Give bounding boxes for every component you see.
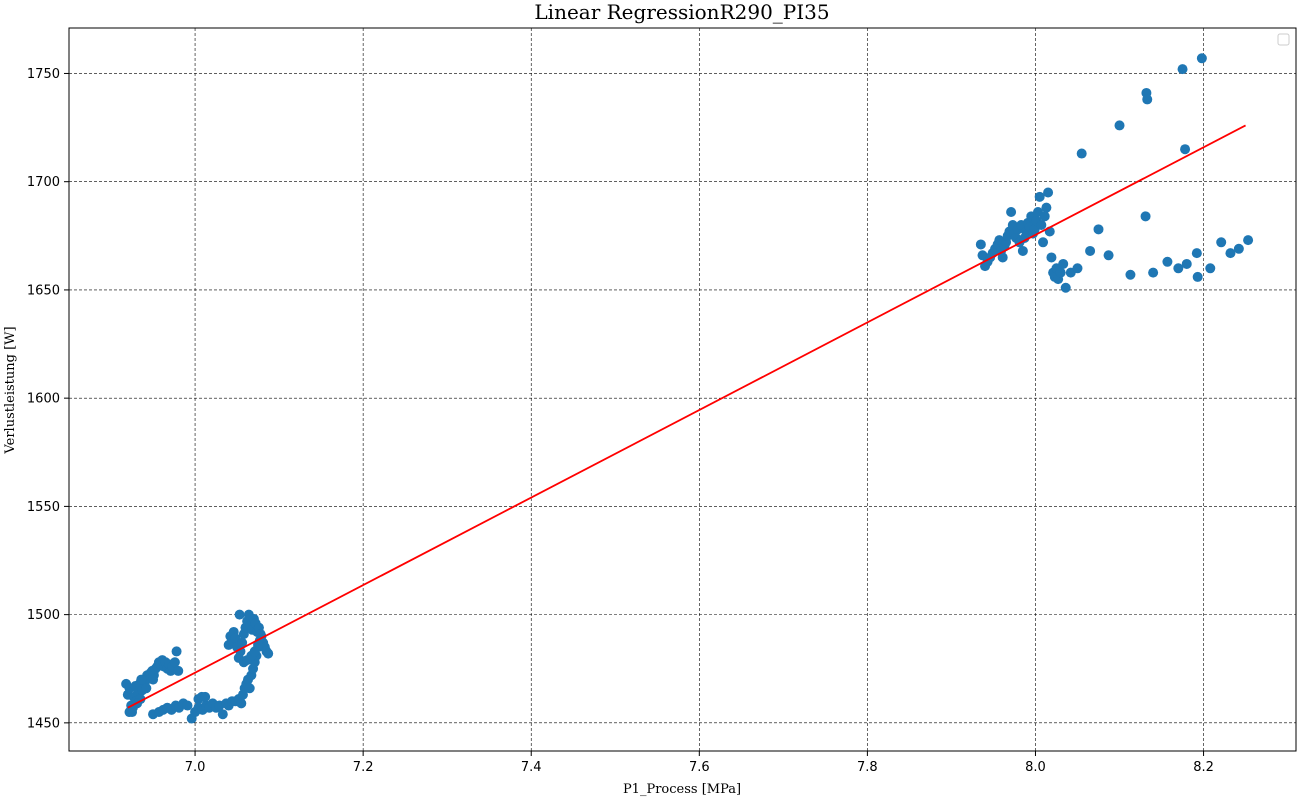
y-tick-label: 1550	[27, 500, 60, 515]
data-point	[217, 709, 228, 720]
y-tick-label: 1450	[27, 716, 60, 731]
data-point	[1036, 219, 1047, 230]
y-tick-label: 1700	[27, 175, 60, 190]
data-point	[1058, 258, 1069, 269]
data-point	[1140, 211, 1151, 222]
data-point	[136, 674, 147, 685]
data-point	[1072, 263, 1083, 274]
y-tick-label: 1500	[27, 608, 60, 623]
data-point	[1114, 120, 1125, 131]
y-axis-ticks: 1450 1500 1550 1600 1650 1700 1750	[27, 67, 69, 731]
x-tick-label: 7.8	[857, 760, 878, 775]
data-point	[1085, 245, 1096, 256]
plot-frame	[68, 27, 1297, 752]
data-point	[1243, 235, 1254, 246]
data-point	[1173, 263, 1184, 274]
data-point	[1055, 267, 1066, 278]
x-tick-label: 7.6	[689, 760, 710, 775]
chart-title: Linear RegressionR290_PI35	[534, 0, 829, 24]
data-point	[200, 691, 211, 702]
data-point	[1043, 187, 1054, 198]
x-axis-ticks: 7.0 7.2 7.4 7.6 7.8 8.0 8.2	[185, 751, 1214, 775]
data-point	[1125, 269, 1136, 280]
y-tick-label: 1750	[27, 67, 60, 82]
data-point	[1038, 237, 1049, 248]
regression-line	[127, 124, 1246, 709]
data-point	[1148, 267, 1159, 278]
x-axis-label: P1_Process [MPa]	[623, 782, 741, 797]
data-point	[237, 637, 248, 648]
data-point	[141, 683, 152, 694]
data-point	[1006, 206, 1017, 217]
data-point	[1017, 245, 1028, 256]
data-point	[1181, 258, 1192, 269]
data-point	[1060, 282, 1071, 293]
data-point	[1177, 64, 1188, 75]
x-tick-label: 8.2	[1193, 760, 1214, 775]
data-point	[1076, 148, 1087, 159]
data-point	[1225, 248, 1236, 259]
y-tick-label: 1600	[27, 392, 60, 407]
legend-box	[1277, 33, 1290, 46]
data-point	[234, 609, 245, 620]
data-point	[1142, 94, 1153, 105]
data-point	[1039, 211, 1050, 222]
x-tick-label: 8.0	[1025, 760, 1046, 775]
data-point	[235, 646, 246, 657]
x-tick-label: 7.0	[185, 760, 206, 775]
data-point	[975, 239, 986, 250]
data-point	[997, 252, 1008, 263]
data-point	[1034, 191, 1045, 202]
data-point	[169, 657, 180, 668]
y-tick-label: 1650	[27, 283, 60, 298]
data-point	[1205, 263, 1216, 274]
data-point	[1103, 250, 1114, 261]
grid	[69, 28, 1296, 751]
data-point	[1041, 202, 1052, 213]
data-point	[124, 707, 135, 718]
data-point	[244, 683, 255, 694]
data-point	[253, 639, 264, 650]
data-point	[1180, 144, 1191, 155]
data-point	[1046, 252, 1057, 263]
data-point	[148, 674, 159, 685]
data-point	[182, 700, 193, 711]
data-point	[236, 698, 247, 709]
data-point	[1216, 237, 1227, 248]
data-point	[1191, 248, 1202, 259]
data-point	[1233, 243, 1244, 254]
x-tick-label: 7.4	[521, 760, 542, 775]
data-point	[263, 648, 274, 659]
data-point	[1093, 224, 1104, 235]
data-point	[1162, 256, 1173, 267]
y-axis-label: Verlustleistung [W]	[3, 326, 18, 454]
data-point	[171, 646, 182, 657]
x-tick-label: 7.2	[353, 760, 374, 775]
data-point	[173, 665, 184, 676]
data-point	[1196, 53, 1207, 64]
regression-line-group	[127, 124, 1246, 709]
data-point	[1192, 271, 1203, 282]
data-points	[121, 53, 1254, 724]
